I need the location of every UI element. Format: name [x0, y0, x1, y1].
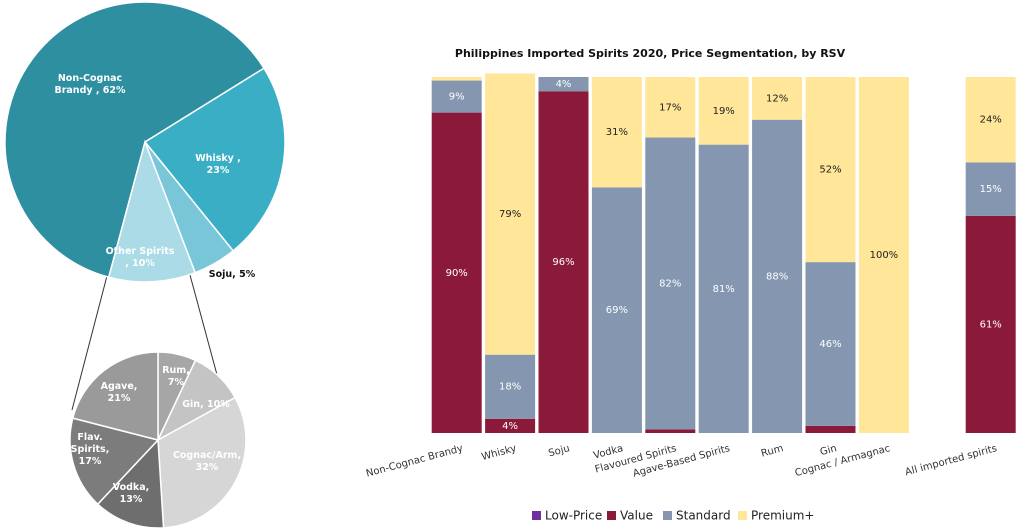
- slice-label: Rum, 7%: [162, 365, 190, 388]
- slice-label: Non-Cognac Brandy , 62%: [54, 73, 126, 96]
- data-label: 82%: [659, 278, 681, 289]
- bar-segment: [485, 354, 536, 419]
- pie-slice: [107, 139, 197, 283]
- bar-segment: [698, 144, 749, 433]
- bar-segment: [752, 77, 803, 120]
- pie-slice: [4, 1, 266, 279]
- data-label: 4%: [502, 421, 518, 432]
- slice-label: Gin, 10%: [182, 399, 230, 411]
- pie-slice: [157, 396, 247, 529]
- bar-segment: [538, 77, 589, 92]
- data-label: 12%: [766, 93, 788, 104]
- legend-label: Standard: [676, 509, 731, 523]
- bar-segment: [431, 80, 482, 113]
- connector: [71, 271, 109, 411]
- data-label: 100%: [870, 250, 899, 261]
- x-tick-label: Non-Cognac Brandy: [365, 443, 464, 479]
- data-label: 31%: [606, 127, 628, 138]
- bar-segment: [431, 112, 482, 433]
- legend-swatch: [738, 511, 747, 520]
- slice-label: Other Spirits , 10%: [105, 246, 175, 269]
- x-tick-label: Soju: [547, 443, 571, 459]
- bar-segment: [698, 77, 749, 145]
- x-tick-label: Cognac / Armagnac: [794, 443, 892, 479]
- slice-label: Agave, 21%: [100, 381, 138, 404]
- data-label: 61%: [980, 319, 1002, 330]
- bar-segment: [591, 77, 642, 188]
- bar-segment: [538, 91, 589, 434]
- x-tick-label: Gin: [819, 443, 838, 458]
- slice-label: Whisky , 23%: [195, 153, 241, 176]
- legend-label: Premium+: [751, 509, 814, 523]
- bar-segment: [752, 119, 803, 433]
- bar-segment: [805, 77, 856, 263]
- bar-segment: [965, 215, 1016, 433]
- data-label: 19%: [713, 106, 735, 117]
- data-label: 9%: [449, 92, 465, 103]
- bar-segment: [591, 187, 642, 433]
- bar-segment: [645, 137, 696, 430]
- legend-swatch: [607, 511, 616, 520]
- bar-segment: [485, 418, 536, 433]
- x-tick-label: Whisky: [480, 443, 517, 463]
- legend-label: Value: [620, 509, 653, 523]
- data-label: 52%: [819, 165, 841, 176]
- data-label: 4%: [556, 79, 572, 90]
- data-label: 17%: [659, 102, 681, 113]
- data-label: 90%: [446, 268, 468, 279]
- x-tick-label: All imported spirits: [904, 443, 998, 478]
- data-label: 18%: [499, 382, 521, 393]
- data-label: 79%: [499, 209, 521, 220]
- data-label: 81%: [713, 284, 735, 295]
- bar-segment: [858, 77, 909, 433]
- bar-segment: [965, 162, 1016, 216]
- legend-label: Low-Price: [545, 509, 602, 523]
- slice-label: Flav. Spirits, 17%: [70, 432, 110, 467]
- pie-slice: [96, 438, 165, 529]
- data-label: 46%: [819, 339, 841, 350]
- data-label: 69%: [606, 305, 628, 316]
- slice-label: Cognac/Arm, 32%: [172, 450, 242, 473]
- x-tick-label: Rum: [760, 443, 785, 459]
- legend-swatch: [532, 511, 541, 520]
- bar-segment: [805, 425, 856, 433]
- data-label: 88%: [766, 271, 788, 282]
- bar-segment: [431, 77, 482, 81]
- chart-title: Philippines Imported Spirits 2020, Price…: [455, 47, 846, 60]
- pie-slice: [71, 351, 159, 441]
- slice-label: Soju, 5%: [208, 269, 256, 281]
- data-label: 96%: [552, 257, 574, 268]
- data-label: 24%: [980, 115, 1002, 126]
- bar-segment: [645, 77, 696, 138]
- bar-segment: [485, 73, 536, 355]
- slice-label: Vodka, 13%: [112, 482, 150, 505]
- bar-segment: [805, 262, 856, 426]
- bar-segment: [645, 429, 696, 433]
- pie-slice: [143, 67, 286, 252]
- bar-segment: [965, 77, 1016, 163]
- legend-swatch: [663, 511, 672, 520]
- pie-slice: [69, 417, 160, 506]
- data-label: 15%: [980, 184, 1002, 195]
